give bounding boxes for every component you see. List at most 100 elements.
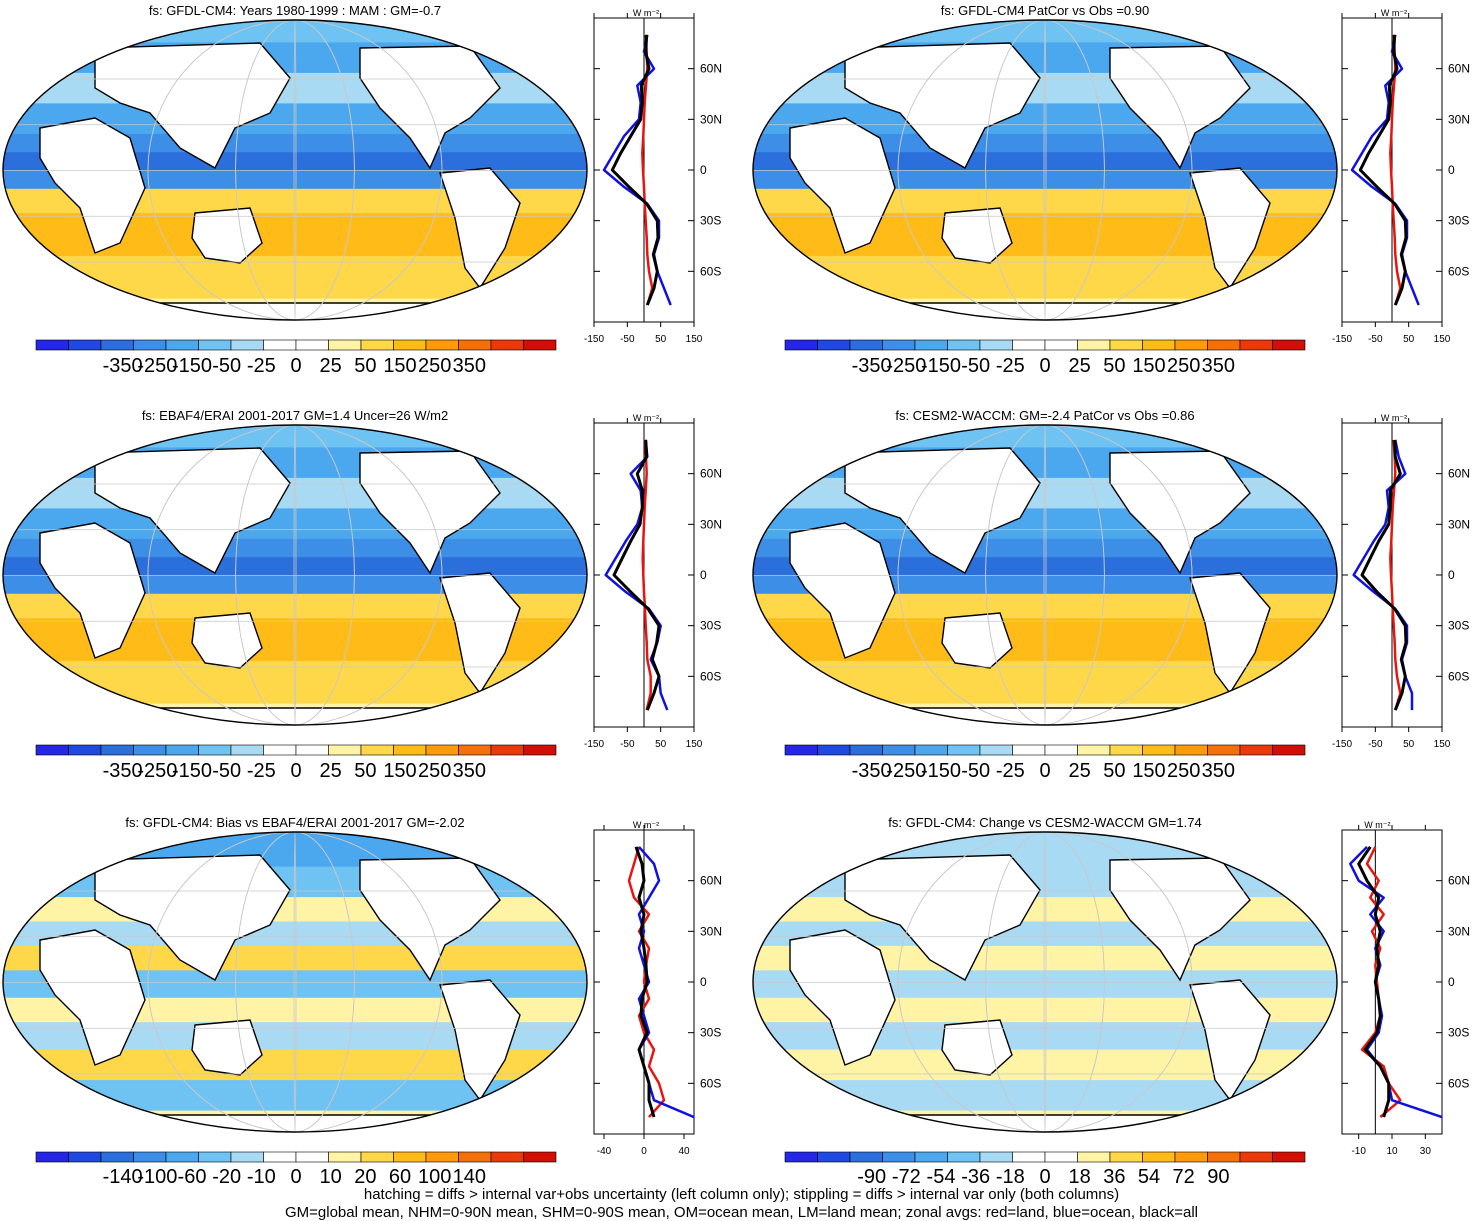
colorbar-label: 0 [1039, 355, 1051, 377]
map-band [3, 255, 587, 300]
colorbar-label: -36 [961, 1166, 991, 1188]
graticule-line [985, 832, 1105, 1132]
zonal-series-land [627, 846, 666, 1118]
colorbar-labels: -350 -250 -150 -50 -25 0 25 50 150 250 350 [785, 355, 1305, 381]
colorbar-swatch [263, 744, 297, 756]
map-border [752, 831, 1338, 1133]
continent [359, 45, 501, 170]
footer-note-2: GM=global mean, NHM=0-90N mean, SHM=0-90… [284, 1204, 1198, 1221]
colorbar-swatch [295, 339, 329, 351]
map-band [3, 866, 587, 899]
x-tick-label: -50 [1368, 334, 1383, 345]
colorbar-swatch [1272, 339, 1306, 351]
lat-label: 30N [700, 112, 722, 126]
x-tick-label: -50 [620, 334, 635, 345]
colorbar-swatch [1077, 744, 1111, 756]
lat-label: 60S [700, 264, 721, 278]
colorbar-label: -100 [137, 1166, 178, 1188]
colorbar-label: -60 [177, 1166, 207, 1188]
colorbar-swatch [817, 339, 851, 351]
colorbar-swatch [328, 339, 362, 351]
colorbar-swatch [523, 744, 557, 756]
colorbar-swatch [230, 744, 264, 756]
colorbar-label: 250 [417, 760, 452, 782]
colorbar-swatch [458, 339, 492, 351]
colorbar-swatch [817, 1151, 851, 1163]
graticule-line [293, 425, 297, 725]
colorbar-swatch [230, 1151, 264, 1163]
map-field [3, 20, 587, 320]
colorbar-label: 350 [1201, 760, 1236, 782]
colorbar-swatch [1109, 339, 1143, 351]
map-band [753, 866, 1337, 899]
colorbar-swatch [68, 339, 102, 351]
colorbar-swatch [490, 744, 524, 756]
colorbar-swatch [1207, 744, 1241, 756]
map-title: fs: GFDL-CM4: Years 1980-1999 : MAM : GM… [148, 3, 442, 18]
continent [359, 857, 501, 982]
map-border [752, 424, 1338, 726]
map-band [753, 447, 1337, 479]
colorbar-label: 25 [319, 355, 342, 377]
zonal-series-all [612, 439, 661, 711]
colorbar-label: -350 [102, 355, 143, 377]
continent [94, 854, 291, 981]
colorbar-swatch [523, 1151, 557, 1163]
colorbar-swatch [490, 339, 524, 351]
colorbar [784, 1151, 1306, 1163]
graticule-line [235, 832, 355, 1132]
colorbar-swatch [1012, 339, 1046, 351]
lat-label: 60S [700, 1076, 721, 1090]
colorbar-label: 90 [1207, 1166, 1230, 1188]
map-field [3, 832, 587, 1132]
colorbar-label: -25 [995, 760, 1025, 782]
colorbar-label: -18 [995, 1166, 1025, 1188]
colorbar-label: -50 [961, 355, 991, 377]
colorbar-swatch [914, 339, 948, 351]
colorbar-swatch [1272, 1151, 1306, 1163]
colorbar-swatch [490, 1151, 524, 1163]
x-tick-label: 150 [1434, 334, 1451, 345]
colorbar-label: 0 [290, 1166, 302, 1188]
continent [844, 42, 1041, 169]
colorbar-label: 50 [1103, 760, 1126, 782]
colorbar-swatch [263, 1151, 297, 1163]
colorbar-swatch [360, 1151, 394, 1163]
colorbar-label: 25 [1068, 355, 1091, 377]
lat-label: 60N [1448, 467, 1470, 481]
colorbar-label: 36 [1103, 1166, 1126, 1188]
zonal-mean-plot: W m⁻² 60N 30N 0 30S 60S -150 -50 50 150 [584, 8, 722, 345]
zonal-mean-plot: W m⁻² 60N 30N 0 30S 60S -150 -50 50 150 [584, 413, 722, 750]
colorbar [784, 339, 1306, 351]
colorbar-swatch [1239, 339, 1273, 351]
colorbar-swatch [1044, 1151, 1078, 1163]
colorbar-swatch [295, 744, 329, 756]
graticule-line [985, 425, 1105, 725]
colorbar-swatch [165, 339, 199, 351]
map-band [753, 660, 1337, 705]
lat-label: 30N [1448, 924, 1470, 938]
zonal-unit-label: W m⁻² [1381, 8, 1407, 18]
x-tick-label: 0 [641, 1146, 647, 1157]
colorbar-swatch [1174, 744, 1208, 756]
lat-label: 60N [700, 62, 722, 76]
zonal-series-land [641, 34, 654, 306]
colorbar-label: -150 [920, 355, 962, 377]
map-title: fs: GFDL-CM4 PatCor vs Obs =0.90 [940, 3, 1150, 18]
colorbar-swatch [198, 1151, 232, 1163]
colorbar-swatch [882, 744, 916, 756]
x-tick-label: 150 [1434, 739, 1451, 750]
zonal-series-all [1357, 846, 1391, 1118]
colorbar-label: -350 [851, 760, 892, 782]
graticule-line [235, 425, 355, 725]
lat-label: 0 [1448, 568, 1455, 582]
map-border [2, 424, 588, 726]
continent [1189, 167, 1271, 290]
colorbar-label: 25 [319, 760, 342, 782]
colorbar-swatch [1044, 339, 1078, 351]
continent [439, 979, 521, 1102]
colorbar-swatch [849, 1151, 883, 1163]
colorbar-label: -150 [920, 760, 962, 782]
map [752, 424, 1338, 726]
x-tick-label: 150 [686, 739, 703, 750]
